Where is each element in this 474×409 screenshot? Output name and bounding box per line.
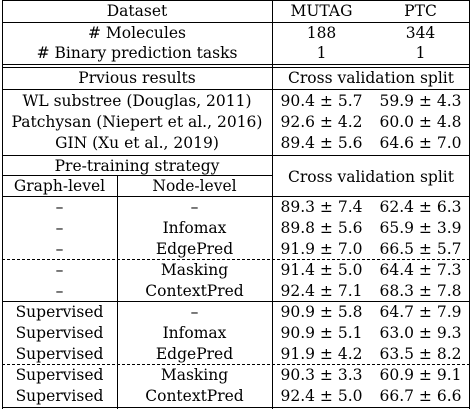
- previous-method: GIN (Xu et al., 2019): [55, 134, 219, 152]
- previous-cv-title: Cross validation split: [288, 69, 454, 87]
- node-level-header: Node-level: [152, 177, 237, 195]
- pretrain-mutag: 91.9 ± 7.0: [280, 240, 363, 258]
- header-ptc: PTC: [404, 2, 437, 20]
- pretrain-mutag: 92.4 ± 5.0: [280, 387, 363, 405]
- pretrain-graph: –: [55, 261, 64, 279]
- pretrain-node: ContextPred: [145, 282, 244, 300]
- molecules-label: # Molecules: [88, 24, 186, 42]
- graph-level-header: Graph-level: [13, 177, 106, 195]
- molecules-mutag: 188: [306, 24, 337, 42]
- previous-title: Prvious results: [78, 69, 196, 87]
- rule-left: [2, 0, 4, 409]
- pretrain-node: –: [190, 198, 199, 216]
- pretrain-ptc: 65.9 ± 3.9: [379, 219, 462, 237]
- rule-level-split: [117, 175, 119, 409]
- pretrain-node: Infomax: [162, 219, 227, 237]
- previous-mutag: 92.6 ± 4.2: [280, 113, 363, 131]
- pretrain-node: ContextPred: [145, 387, 244, 405]
- pretrain-mutag: 89.3 ± 7.4: [280, 198, 363, 216]
- pretrain-mutag: 91.4 ± 5.0: [280, 261, 363, 279]
- pretrain-ptc: 64.4 ± 7.3: [379, 261, 462, 279]
- pretrain-node: Infomax: [162, 324, 227, 342]
- rule-dataset-bottom: [2, 64, 470, 66]
- rule-dashed-2: [2, 364, 470, 365]
- pretrain-graph: –: [55, 219, 64, 237]
- pretrain-ptc: 66.7 ± 6.6: [379, 387, 462, 405]
- rule-previous-title: [2, 89, 470, 91]
- pretrain-graph: Supervised: [15, 324, 104, 342]
- rule-previous-bottom: [2, 155, 470, 157]
- pretrain-graph: Supervised: [15, 387, 104, 405]
- pretrain-title: Pre-training strategy: [54, 157, 220, 175]
- pretrain-graph: Supervised: [15, 303, 104, 321]
- rule-main-split: [272, 0, 274, 409]
- header-mutag: MUTAG: [290, 2, 353, 20]
- pretrain-node: EdgePred: [155, 345, 234, 363]
- pretrain-node: Masking: [160, 366, 229, 384]
- rule-dashed-1: [2, 259, 470, 260]
- pretrain-ptc: 66.5 ± 5.7: [379, 240, 462, 258]
- pretrain-mutag: 90.9 ± 5.8: [280, 303, 363, 321]
- pretrain-ptc: 64.7 ± 7.9: [379, 303, 462, 321]
- pretrain-mutag: 90.3 ± 3.3: [280, 366, 363, 384]
- tasks-mutag: 1: [316, 44, 327, 62]
- pretrain-ptc: 68.3 ± 7.8: [379, 282, 462, 300]
- pretrain-graph: Supervised: [15, 366, 104, 384]
- rule-top: [2, 0, 470, 2]
- tasks-ptc: 1: [415, 44, 426, 62]
- pretrain-mutag: 90.9 ± 5.1: [280, 324, 363, 342]
- rule-double: [2, 67, 470, 69]
- pretrain-cv-title: Cross validation split: [288, 168, 454, 186]
- pretrain-node: –: [190, 303, 199, 321]
- pretrain-ptc: 63.5 ± 8.2: [379, 345, 462, 363]
- rule-bottom: [2, 407, 470, 409]
- previous-method: Patchysan (Niepert et al., 2016): [11, 113, 263, 131]
- pretrain-ptc: 60.9 ± 9.1: [379, 366, 462, 384]
- previous-mutag: 89.4 ± 5.6: [280, 134, 363, 152]
- pretrain-graph: Supervised: [15, 345, 104, 363]
- pretrain-mutag: 91.9 ± 4.2: [280, 345, 363, 363]
- rule-section: [2, 301, 470, 303]
- previous-ptc: 60.0 ± 4.8: [379, 113, 462, 131]
- previous-method: WL substree (Douglas, 2011): [22, 92, 252, 110]
- pretrain-ptc: 62.4 ± 6.3: [379, 198, 462, 216]
- previous-ptc: 64.6 ± 7.0: [379, 134, 462, 152]
- rule-right: [469, 0, 471, 409]
- rule-pretrain-title: [2, 175, 272, 177]
- tasks-label: # Binary prediction tasks: [36, 44, 238, 62]
- pretrain-graph: –: [55, 282, 64, 300]
- pretrain-mutag: 92.4 ± 7.1: [280, 282, 363, 300]
- rule-subheader: [2, 196, 470, 198]
- previous-mutag: 90.4 ± 5.7: [280, 92, 363, 110]
- pretrain-node: Masking: [160, 261, 229, 279]
- previous-ptc: 59.9 ± 4.3: [379, 92, 462, 110]
- pretrain-graph: –: [55, 240, 64, 258]
- pretrain-node: EdgePred: [155, 240, 234, 258]
- molecules-ptc: 344: [405, 24, 436, 42]
- pretrain-mutag: 89.8 ± 5.6: [280, 219, 363, 237]
- pretrain-ptc: 63.0 ± 9.3: [379, 324, 462, 342]
- header-dataset: Dataset: [106, 2, 168, 20]
- pretrain-graph: –: [55, 198, 64, 216]
- rule-header: [2, 22, 470, 24]
